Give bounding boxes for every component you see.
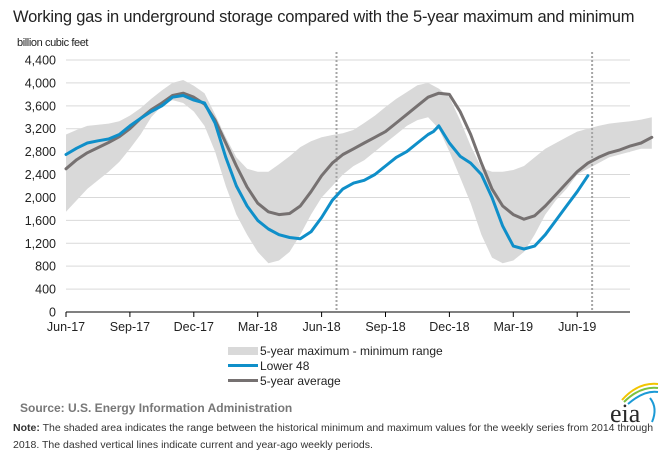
note-text: Note: The shaded area indicates the rang… xyxy=(13,420,663,454)
note-body: The shaded area indicates the range betw… xyxy=(13,422,654,451)
series-line-lower48 xyxy=(64,94,590,251)
legend-item-range: 5-year maximum - minimum range xyxy=(228,343,443,358)
x-tick-label: Dec-18 xyxy=(429,320,469,334)
range-band xyxy=(66,80,652,264)
series-lines xyxy=(64,91,654,251)
gridlines xyxy=(66,59,630,290)
x-axis xyxy=(65,311,630,317)
y-tick-labels: 0 400 800 1,200 1,600 2,000 2,400 2,800 3,200 3,6… xyxy=(25,54,56,320)
note-label: Note: xyxy=(13,422,40,434)
y-axis-unit-label: billion cubic feet xyxy=(17,37,89,49)
y-tick-label: 2,000 xyxy=(25,191,56,205)
legend-label-avg: 5-year average xyxy=(260,373,341,388)
x-tick-labels: Jun-17 Sep-17 Dec-17 Mar-18 Jun-18 Sep-18 Dec-… xyxy=(47,320,596,334)
series-line-5yr-average xyxy=(64,91,654,221)
y-tick-label: 1,200 xyxy=(25,237,56,251)
x-tick-label: Dec-17 xyxy=(174,320,214,334)
y-tick-label: 2,800 xyxy=(25,145,56,159)
y-tick-label: 400 xyxy=(35,283,56,297)
x-tick-label: Mar-19 xyxy=(494,320,534,334)
y-tick-label: 3,200 xyxy=(25,122,56,136)
y-tick-label: 3,600 xyxy=(25,99,56,113)
y-tick-label: 2,400 xyxy=(25,168,56,182)
y-tick-label: 4,400 xyxy=(25,54,56,68)
range-band-layer xyxy=(66,80,652,264)
legend-swatch-range xyxy=(228,346,258,355)
eia-logo-text: eia xyxy=(610,399,641,426)
x-tick-label: Mar-18 xyxy=(238,320,278,334)
y-tick-label: 4,000 xyxy=(25,76,56,90)
legend-swatch-lower48 xyxy=(228,364,258,367)
legend-label-range: 5-year maximum - minimum range xyxy=(260,343,443,358)
y-tick-label: 1,600 xyxy=(25,214,56,228)
legend-label-lower48: Lower 48 xyxy=(260,358,310,373)
x-tick-label: Sep-18 xyxy=(365,320,405,334)
y-tick-label: 800 xyxy=(35,260,56,274)
legend-swatch-avg xyxy=(228,379,258,382)
y-tick-label: 0 xyxy=(49,306,56,320)
dashed-lines xyxy=(335,52,594,312)
x-tick-label: Jun-18 xyxy=(302,320,340,334)
legend: 5-year maximum - minimum range Lower 48 … xyxy=(228,343,443,388)
source-text: Source: U.S. Energy Information Administ… xyxy=(20,401,293,415)
x-tick-label: Sep-17 xyxy=(110,320,150,334)
chart-title: Working gas in underground storage compa… xyxy=(13,8,635,26)
legend-item-avg: 5-year average xyxy=(228,373,443,388)
x-tick-label: Jun-17 xyxy=(47,320,85,334)
eia-logo: eia xyxy=(610,382,659,426)
x-tick-label: Jun-19 xyxy=(558,320,596,334)
legend-item-lower48: Lower 48 xyxy=(228,358,443,373)
